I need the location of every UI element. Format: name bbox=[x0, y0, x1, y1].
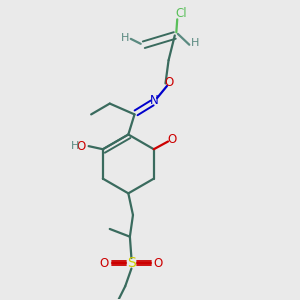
Text: S: S bbox=[127, 256, 136, 270]
Text: H: H bbox=[71, 141, 79, 151]
Text: O: O bbox=[167, 133, 176, 146]
Text: O: O bbox=[165, 76, 174, 89]
Text: O: O bbox=[154, 256, 163, 269]
Text: N: N bbox=[150, 94, 159, 107]
Text: Cl: Cl bbox=[175, 7, 187, 20]
Text: H: H bbox=[191, 38, 199, 48]
Text: O: O bbox=[76, 140, 86, 153]
Text: H: H bbox=[121, 33, 129, 43]
Text: O: O bbox=[100, 256, 109, 269]
